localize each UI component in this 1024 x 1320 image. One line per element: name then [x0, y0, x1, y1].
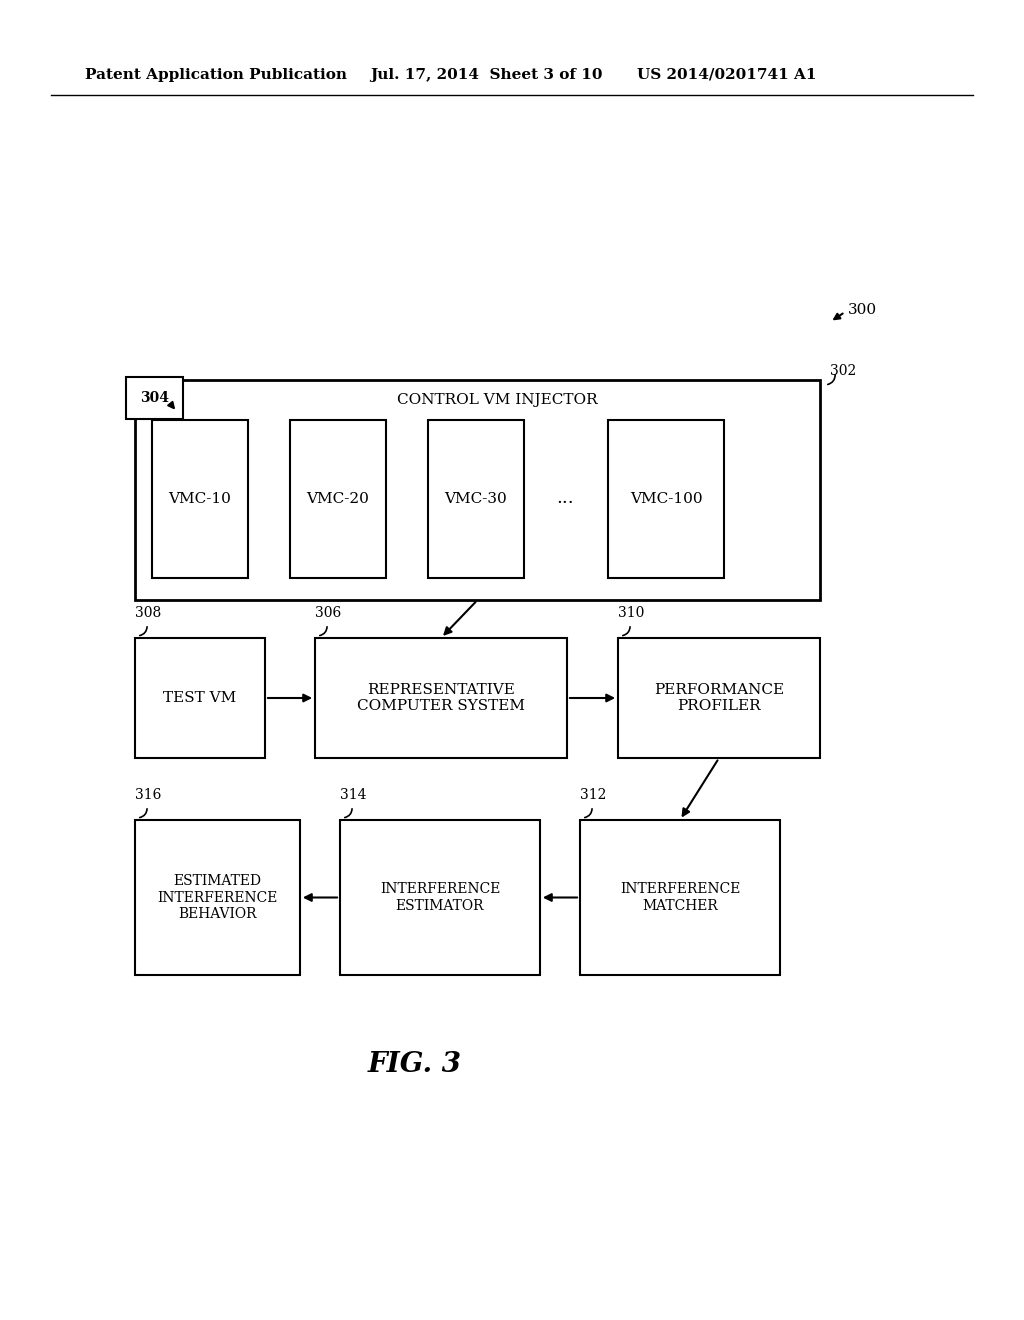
Text: FIG. 3: FIG. 3 — [368, 1052, 462, 1078]
Bar — [340, 820, 540, 975]
Bar — [428, 420, 524, 578]
Text: PERFORMANCE
PROFILER: PERFORMANCE PROFILER — [654, 682, 784, 713]
Text: TEST VM: TEST VM — [164, 690, 237, 705]
Bar — [135, 820, 300, 975]
Bar — [608, 420, 724, 578]
Bar — [618, 638, 820, 758]
Text: Patent Application Publication: Patent Application Publication — [85, 69, 347, 82]
Text: VMC-10: VMC-10 — [169, 492, 231, 506]
Text: INTERFERENCE
ESTIMATOR: INTERFERENCE ESTIMATOR — [380, 882, 500, 912]
Text: 304: 304 — [140, 391, 169, 405]
Text: VMC-30: VMC-30 — [444, 492, 507, 506]
Text: 310: 310 — [618, 606, 644, 620]
Bar — [152, 420, 248, 578]
Text: 308: 308 — [135, 606, 161, 620]
Bar — [580, 820, 780, 975]
Text: 316: 316 — [135, 788, 162, 803]
Text: REPRESENTATIVE
COMPUTER SYSTEM: REPRESENTATIVE COMPUTER SYSTEM — [357, 682, 525, 713]
Bar — [135, 380, 820, 601]
Text: CONTROL VM INJECTOR: CONTROL VM INJECTOR — [397, 393, 598, 407]
Text: US 2014/0201741 A1: US 2014/0201741 A1 — [637, 69, 816, 82]
Text: VMC-20: VMC-20 — [306, 492, 370, 506]
Text: Jul. 17, 2014  Sheet 3 of 10: Jul. 17, 2014 Sheet 3 of 10 — [370, 69, 602, 82]
Text: VMC-100: VMC-100 — [630, 492, 702, 506]
Text: 314: 314 — [340, 788, 367, 803]
Text: 312: 312 — [580, 788, 606, 803]
Text: INTERFERENCE
MATCHER: INTERFERENCE MATCHER — [620, 882, 740, 912]
Text: 306: 306 — [315, 606, 341, 620]
Text: ...: ... — [556, 488, 573, 507]
Text: 300: 300 — [848, 304, 878, 317]
Bar — [290, 420, 386, 578]
Text: 302: 302 — [830, 364, 856, 378]
Bar — [135, 638, 265, 758]
Text: ESTIMATED
INTERFERENCE
BEHAVIOR: ESTIMATED INTERFERENCE BEHAVIOR — [158, 874, 278, 921]
Bar — [315, 638, 567, 758]
